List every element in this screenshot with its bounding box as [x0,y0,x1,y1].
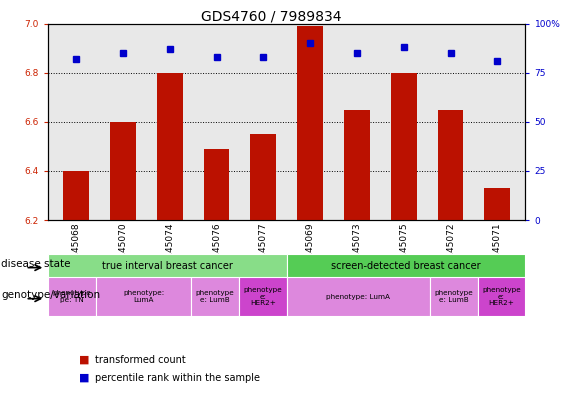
Text: phenotype
e:
HER2+: phenotype e: HER2+ [244,287,282,306]
Bar [239,277,287,316]
Text: genotype/variation: genotype/variation [1,290,100,300]
Bar [191,277,239,316]
Bar [48,254,287,277]
Bar [430,277,478,316]
Bar [391,73,416,220]
Bar [287,277,430,316]
Text: ■: ■ [79,354,90,365]
Bar [438,110,463,220]
Bar [63,171,89,220]
Bar [250,134,276,220]
Bar [96,277,191,316]
Bar [485,188,510,220]
Bar [297,26,323,220]
Bar [157,73,182,220]
Text: phenotype
e:
HER2+: phenotype e: HER2+ [482,287,521,306]
Text: screen-detected breast cancer: screen-detected breast cancer [331,261,481,271]
Text: GDS4760 / 7989834: GDS4760 / 7989834 [201,10,341,24]
Text: transformed count: transformed count [95,354,186,365]
Text: phenotype:
LumA: phenotype: LumA [123,290,164,303]
Text: phenotype: LumA: phenotype: LumA [327,294,390,300]
Bar [477,277,525,316]
Bar [287,254,525,277]
Text: disease state: disease state [1,259,71,269]
Text: percentile rank within the sample: percentile rank within the sample [95,373,260,383]
Text: true interval breast cancer: true interval breast cancer [102,261,233,271]
Bar [344,110,370,220]
Text: phenotype
pe: TN: phenotype pe: TN [53,290,92,303]
Text: ■: ■ [79,373,90,383]
Bar [203,149,229,220]
Bar [110,122,136,220]
Bar [48,277,96,316]
Text: phenotype
e: LumB: phenotype e: LumB [195,290,234,303]
Text: phenotype
e: LumB: phenotype e: LumB [434,290,473,303]
